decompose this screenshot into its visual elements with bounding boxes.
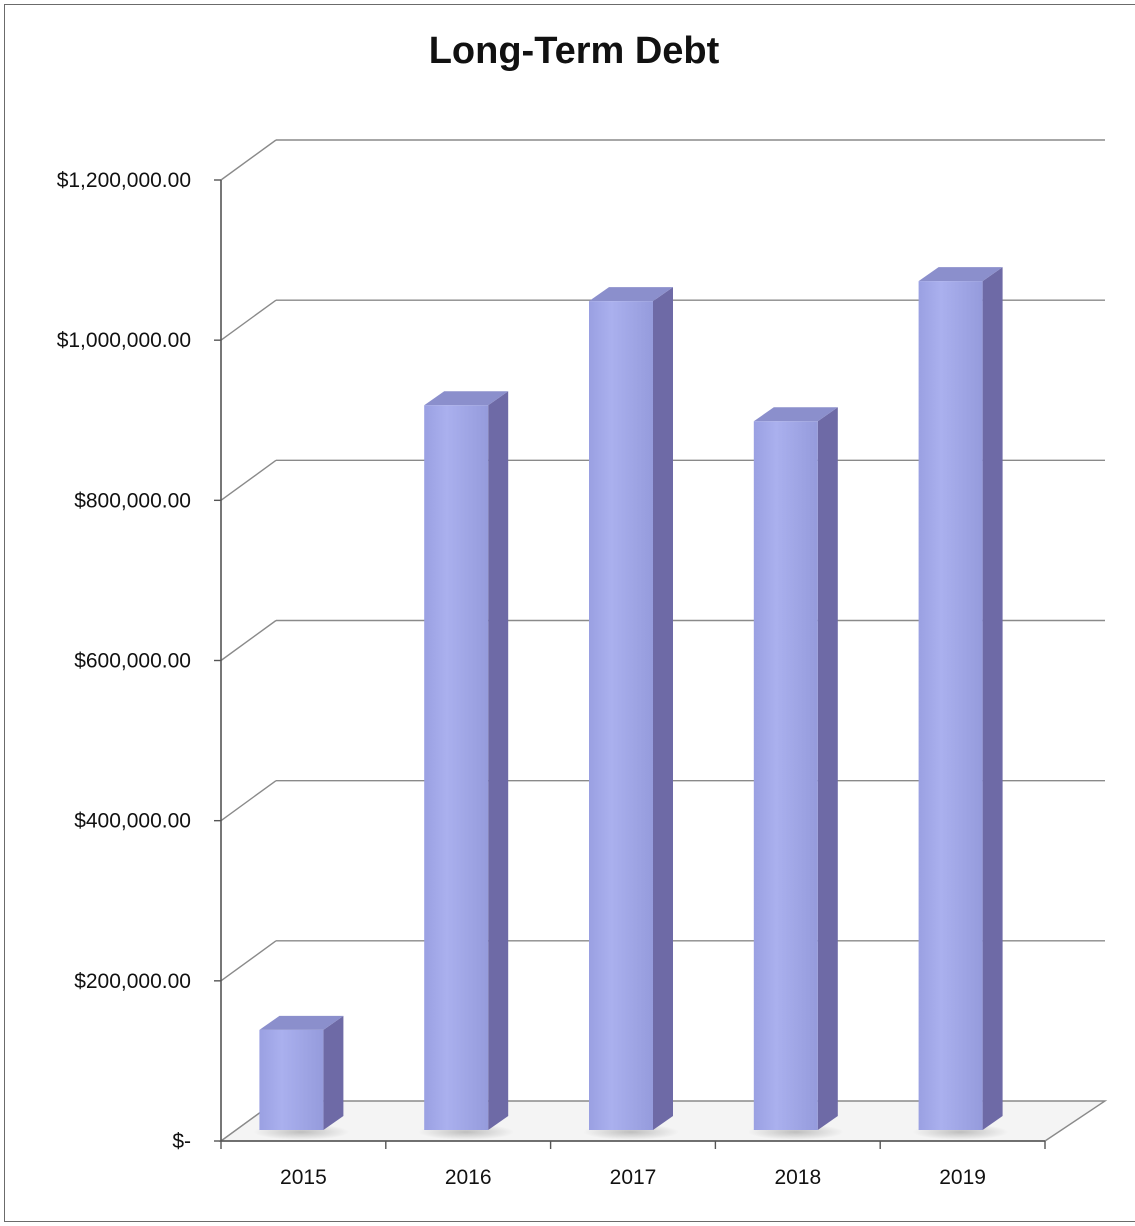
gridline-depth (220, 459, 277, 501)
bar-top (259, 1015, 344, 1030)
y-tick-label: $400,000.00 (74, 810, 191, 833)
bar-top (918, 267, 1003, 282)
bar-top (589, 287, 673, 302)
bar-top (424, 391, 509, 406)
bar-front (753, 421, 818, 1130)
y-tick-label: $200,000.00 (74, 970, 191, 993)
chart-title: Long-Term Debt (428, 30, 720, 72)
x-tick-label: 2019 (939, 1166, 986, 1189)
gridline-depth (220, 780, 277, 822)
y-tick-label: $1,000,000.00 (57, 329, 191, 352)
bar-side (817, 407, 838, 1130)
axes (214, 179, 1046, 1149)
bar-front (918, 281, 983, 1130)
x-tick-label: 2017 (610, 1166, 657, 1189)
bar-front (259, 1029, 324, 1130)
bar (418, 391, 515, 1140)
y-tick-label: $- (172, 1130, 191, 1153)
bar-front (424, 405, 489, 1130)
bar-side (488, 391, 509, 1130)
x-tick-label: 2018 (774, 1166, 821, 1189)
y-tick-label: $800,000.00 (74, 489, 191, 512)
gridline-depth (220, 139, 277, 181)
y-tick-label: $600,000.00 (74, 650, 191, 673)
bar-side (323, 1015, 344, 1130)
bar-top (753, 407, 838, 422)
bar (747, 407, 844, 1140)
bar-side (982, 267, 1003, 1130)
y-tick-label: $1,200,000.00 (57, 169, 191, 192)
bar-front (589, 301, 653, 1130)
gridline-depth (220, 299, 277, 341)
bars (253, 267, 1009, 1140)
x-tick-label: 2016 (445, 1166, 492, 1189)
bar (912, 267, 1009, 1140)
gridline-depth (220, 940, 277, 982)
x-tick-label: 2015 (280, 1166, 327, 1189)
tick-labels: $- $200,000.00 $400,000.00 $600,000.00 $800,… (57, 169, 986, 1189)
bar-side (653, 287, 673, 1130)
bar (253, 1015, 350, 1140)
gridline-depth (220, 619, 277, 662)
bar (583, 287, 679, 1140)
